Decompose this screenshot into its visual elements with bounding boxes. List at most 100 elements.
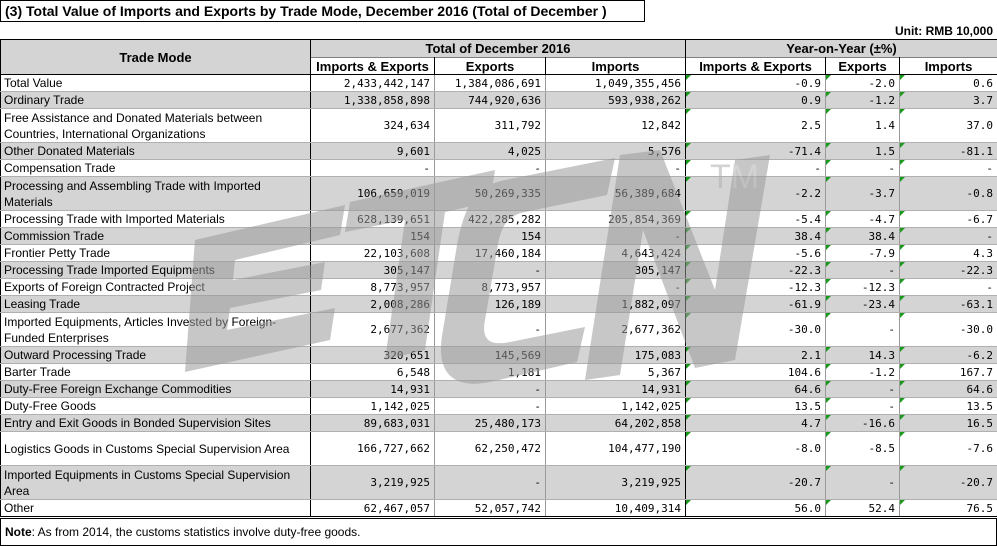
yoy-imports-exports-cell: -	[685, 159, 827, 177]
total-exports-cell: -	[434, 312, 546, 347]
trade-mode-cell: Processing Trade Imported Equipments	[0, 261, 311, 279]
table-row: Duty-Free Goods 1,142,025-1,142,025 13.5-1…	[0, 397, 997, 415]
total-imports-exports-cell: 8,773,957	[310, 278, 435, 296]
yoy-imports-cell: 64.6	[899, 380, 997, 398]
table-row: Logistics Goods in Customs Special Super…	[0, 431, 997, 466]
yoy-imports-cell: -6.7	[899, 210, 997, 228]
table-row: Frontier Petty Trade 22,103,608 17,460,184…	[0, 244, 997, 262]
yoy-imports-exports-cell: 2.5	[685, 108, 827, 143]
total-imports-cell: 1,882,097	[545, 295, 687, 313]
yoy-imports-exports-cell: 2.1	[685, 346, 827, 364]
table-row: Barter Trade 6,548 1,181 5,367 104.6 -1.2 167.…	[0, 363, 997, 381]
yoy-imports-exports-cell: 0.9	[685, 91, 827, 109]
total-imports-cell: 10,409,314	[545, 499, 687, 517]
total-imports-exports-cell: 14,931	[310, 380, 435, 398]
total-imports-cell: 4,643,424	[545, 244, 687, 262]
trade-mode-cell: Commission Trade	[0, 227, 311, 245]
table-row: Processing and Assembling Trade with Imp…	[0, 176, 997, 211]
yoy-imports-cell: -22.3	[899, 261, 997, 279]
total-imports-cell: 104,477,190	[545, 431, 687, 466]
total-exports-cell: 744,920,636	[434, 91, 546, 109]
total-imports-exports-cell: 3,219,925	[310, 465, 435, 500]
total-imports-exports-cell: 2,677,362	[310, 312, 435, 347]
header-yoy-imports: Imports	[899, 57, 997, 75]
total-exports-cell: -	[434, 380, 546, 398]
total-exports-cell: 311,792	[434, 108, 546, 143]
yoy-imports-exports-cell: -0.9	[685, 74, 827, 92]
total-imports-cell: 56,389,684	[545, 176, 687, 211]
yoy-imports-exports-cell: -20.7	[685, 465, 827, 500]
yoy-imports-cell: -81.1	[899, 142, 997, 160]
yoy-exports-cell: 1.5	[825, 142, 901, 160]
table-row: Leasing Trade 2,008,286 126,189 1,882,097 -6…	[0, 295, 997, 313]
total-imports-cell: 5,576	[545, 142, 687, 160]
table-row: Exports of Foreign Contracted Project 8,7…	[0, 278, 997, 296]
trade-mode-cell: Imported Equipments, Articles Invested b…	[0, 312, 311, 347]
table-body: Total Value 2,433,442,147 1,384,086,691 1,0…	[0, 74, 997, 517]
yoy-exports-cell: -	[825, 465, 901, 500]
total-imports-cell: -	[545, 159, 687, 177]
yoy-exports-cell: 14.3	[825, 346, 901, 364]
trade-mode-cell: Leasing Trade	[0, 295, 311, 313]
yoy-exports-cell: -23.4	[825, 295, 901, 313]
yoy-imports-exports-cell: 104.6	[685, 363, 827, 381]
yoy-imports-exports-cell: -30.0	[685, 312, 827, 347]
total-exports-cell: 126,189	[434, 295, 546, 313]
trade-mode-cell: Outward Processing Trade	[0, 346, 311, 364]
table-row: Free Assistance and Donated Materials be…	[0, 108, 997, 143]
total-exports-cell: 1,384,086,691	[434, 74, 546, 92]
trade-mode-cell: Processing and Assembling Trade with Imp…	[0, 176, 311, 211]
yoy-imports-exports-cell: 56.0	[685, 499, 827, 517]
table-row: Commission Trade 154 154-38.4 38.4-	[0, 227, 997, 245]
total-exports-cell: 52,057,742	[434, 499, 546, 517]
total-imports-cell: 593,938,262	[545, 91, 687, 109]
yoy-imports-exports-cell: -8.0	[685, 431, 827, 466]
total-imports-exports-cell: 154	[310, 227, 435, 245]
total-imports-cell: 3,219,925	[545, 465, 687, 500]
total-imports-exports-cell: 106,659,019	[310, 176, 435, 211]
yoy-imports-cell: 4.3	[899, 244, 997, 262]
total-imports-exports-cell: 1,338,858,898	[310, 91, 435, 109]
trade-mode-cell: Processing Trade with Imported Materials	[0, 210, 311, 228]
total-imports-exports-cell: 320,651	[310, 346, 435, 364]
trade-mode-cell: Logistics Goods in Customs Special Super…	[0, 431, 311, 466]
trade-mode-cell: Other	[0, 499, 311, 517]
total-imports-exports-cell: 62,467,057	[310, 499, 435, 517]
yoy-imports-exports-cell: -61.9	[685, 295, 827, 313]
header-year-on-year: Year-on-Year (±%)	[685, 39, 997, 58]
yoy-imports-exports-cell: -22.3	[685, 261, 827, 279]
yoy-imports-exports-cell: 13.5	[685, 397, 827, 415]
yoy-exports-cell: -1.2	[825, 363, 901, 381]
yoy-imports-exports-cell: -5.4	[685, 210, 827, 228]
trade-mode-cell: Duty-Free Goods	[0, 397, 311, 415]
yoy-imports-cell: 16.5	[899, 414, 997, 432]
total-exports-cell: 62,250,472	[434, 431, 546, 466]
table-row: Entry and Exit Goods in Bonded Supervisi…	[0, 414, 997, 432]
yoy-exports-cell: -4.7	[825, 210, 901, 228]
yoy-imports-cell: 3.7	[899, 91, 997, 109]
header-yoy-imports-exports: Imports & Exports	[685, 57, 827, 75]
total-imports-exports-cell: 22,103,608	[310, 244, 435, 262]
yoy-imports-exports-cell: 38.4	[685, 227, 827, 245]
yoy-exports-cell: 1.4	[825, 108, 901, 143]
total-exports-cell: 154	[434, 227, 546, 245]
total-imports-exports-cell: 2,433,442,147	[310, 74, 435, 92]
total-imports-exports-cell: 2,008,286	[310, 295, 435, 313]
header-yoy-exports: Exports	[825, 57, 901, 75]
yoy-exports-cell: -	[825, 312, 901, 347]
total-imports-cell: 5,367	[545, 363, 687, 381]
total-imports-exports-cell: 324,634	[310, 108, 435, 143]
total-exports-cell: 4,025	[434, 142, 546, 160]
yoy-exports-cell: -	[825, 380, 901, 398]
total-imports-exports-cell: 89,683,031	[310, 414, 435, 432]
yoy-imports-cell: -63.1	[899, 295, 997, 313]
yoy-exports-cell: -8.5	[825, 431, 901, 466]
header-total-exports: Exports	[434, 57, 546, 75]
total-imports-cell: -	[545, 278, 687, 296]
yoy-exports-cell: -12.3	[825, 278, 901, 296]
yoy-imports-cell: 0.6	[899, 74, 997, 92]
total-imports-cell: -	[545, 227, 687, 245]
yoy-imports-cell: 37.0	[899, 108, 997, 143]
trade-mode-cell: Other Donated Materials	[0, 142, 311, 160]
